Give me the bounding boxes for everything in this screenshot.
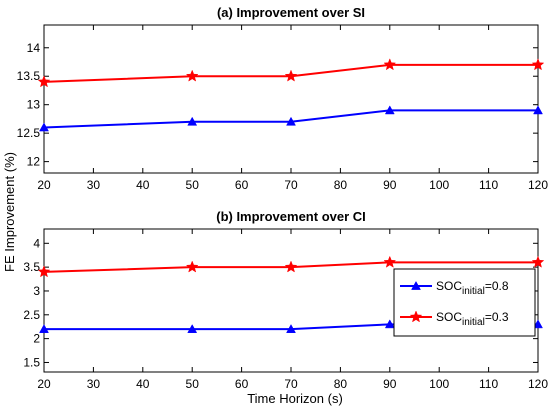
legend-marker bbox=[409, 310, 423, 323]
x-tick-label: 40 bbox=[136, 178, 150, 192]
plot-frame bbox=[43, 24, 539, 174]
x-tick-label: 80 bbox=[334, 178, 348, 192]
panel-a: (a) Improvement over SI 20 30 40 50 60 70 80 90 1… bbox=[17, 5, 549, 192]
data-point-series-1 bbox=[286, 324, 296, 333]
data-point-series-1 bbox=[187, 116, 198, 126]
x-tick-label: 40 bbox=[136, 377, 150, 391]
data-point-series-1 bbox=[39, 122, 49, 132]
x-tick-label: 90 bbox=[383, 377, 397, 391]
legend-box bbox=[393, 268, 536, 337]
x-tick-label: 120 bbox=[528, 377, 548, 391]
panel-title: (a) Improvement over SI bbox=[217, 5, 365, 20]
x-tick-label: 70 bbox=[284, 377, 298, 391]
legend: SOCinitial=0.8 SOCinitial=0.3 bbox=[393, 268, 536, 337]
x-tick-label: 90 bbox=[383, 178, 397, 192]
y-tick-label: 2.5 bbox=[23, 308, 40, 322]
data-point-series-1 bbox=[384, 319, 395, 329]
x-tick-label: 20 bbox=[37, 377, 51, 391]
legend-label: SOCinitial=0.3 bbox=[436, 310, 509, 328]
legend-entry: SOCinitial=0.8 bbox=[400, 279, 509, 297]
y-tick-label: 4 bbox=[33, 236, 40, 250]
x-tick-label: 50 bbox=[186, 178, 200, 192]
x-tick-label: 80 bbox=[334, 377, 348, 391]
y-tick-label: 3.5 bbox=[23, 260, 40, 274]
data-point-series-2 bbox=[284, 260, 298, 273]
data-point-series-1 bbox=[384, 105, 395, 115]
data-point-series-2 bbox=[531, 58, 545, 71]
data-point-series-2 bbox=[185, 260, 199, 273]
x-axis-label: Time Horizon (s) bbox=[247, 391, 343, 406]
data-point-series-1 bbox=[533, 319, 543, 329]
data-point-series-1 bbox=[39, 324, 49, 333]
legend-entry: SOCinitial=0.3 bbox=[400, 310, 509, 328]
legend-label: SOCinitial=0.8 bbox=[436, 279, 509, 297]
y-tick-label: 12.5 bbox=[17, 126, 41, 140]
x-tick-label: 30 bbox=[87, 377, 101, 391]
x-tick-label: 100 bbox=[429, 178, 449, 192]
data-point-series-2 bbox=[383, 58, 397, 71]
data-point-series-2 bbox=[37, 75, 51, 88]
data-point-series-1 bbox=[286, 116, 296, 126]
data-point-series-2 bbox=[37, 265, 51, 278]
panel-title: (b) Improvement over CI bbox=[216, 209, 366, 224]
y-tick-label: 1.5 bbox=[23, 355, 40, 369]
legend-marker bbox=[411, 280, 421, 290]
x-tick-label: 100 bbox=[429, 377, 449, 391]
data-point-series-2 bbox=[284, 69, 298, 82]
data-point-series-2 bbox=[185, 69, 199, 82]
y-tick-label: 2 bbox=[33, 332, 40, 346]
data-point-series-1 bbox=[187, 324, 198, 333]
y-tick-label: 14 bbox=[27, 41, 41, 55]
data-point-series-2 bbox=[383, 255, 397, 268]
y-tick-label: 12 bbox=[27, 155, 41, 169]
x-tick-label: 60 bbox=[235, 178, 249, 192]
y-axis-label: FE Improvement (%) bbox=[2, 152, 17, 272]
y-tick-label: 13 bbox=[27, 98, 41, 112]
y-tick-label: 3 bbox=[33, 284, 40, 298]
y-tick-label: 13.5 bbox=[17, 69, 41, 83]
x-tick-label: 50 bbox=[186, 377, 200, 391]
x-tick-label: 110 bbox=[479, 377, 498, 391]
x-tick-label: 60 bbox=[235, 377, 249, 391]
x-tick-label: 30 bbox=[87, 178, 101, 192]
x-tick-label: 120 bbox=[528, 178, 548, 192]
x-tick-label: 110 bbox=[479, 178, 498, 192]
x-tick-label: 70 bbox=[284, 178, 298, 192]
data-point-series-2 bbox=[531, 255, 545, 268]
x-tick-label: 20 bbox=[37, 178, 51, 192]
data-point-series-1 bbox=[533, 105, 543, 115]
